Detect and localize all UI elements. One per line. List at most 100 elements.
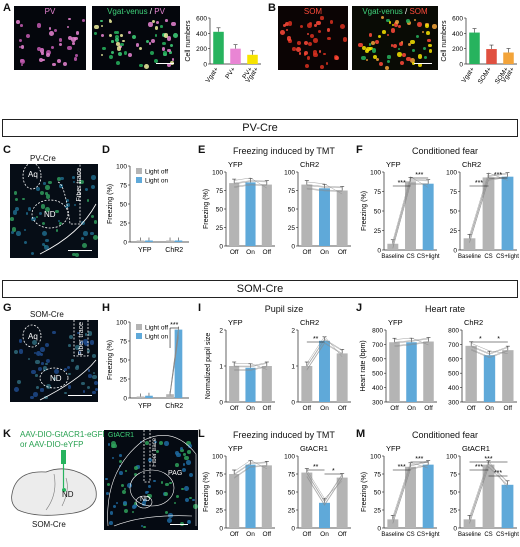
- cell-dot: [148, 41, 152, 45]
- bar: [501, 484, 514, 528]
- cell-dot: [53, 368, 59, 374]
- cell-dot: [169, 61, 174, 65]
- cell-dot: [140, 524, 144, 528]
- cell-dot: [418, 54, 423, 59]
- cell-dot: [39, 57, 44, 63]
- individual-trace: [234, 362, 267, 367]
- individual-trace: [306, 185, 343, 189]
- cell-dot: [286, 36, 291, 41]
- y-axis-label: Freezing (%): [361, 472, 368, 512]
- som-cre-mouse-label: SOM-Cre: [32, 520, 66, 529]
- individual-trace: [169, 328, 179, 393]
- cell-dot: [317, 29, 321, 34]
- cell-dot: [133, 465, 138, 471]
- cell-dot: [393, 22, 399, 28]
- bar: [245, 367, 256, 402]
- x-tick-label: Off: [467, 405, 476, 412]
- cell-dot: [116, 45, 122, 51]
- legend-swatch: [136, 168, 142, 174]
- panel-l-title: Freezing induced by TMT: [233, 430, 335, 440]
- cell-dot: [122, 39, 125, 42]
- y-tick-label: 700: [372, 342, 383, 349]
- y-tick-label: 0: [219, 244, 223, 251]
- cell-dot: [166, 518, 172, 523]
- cell-dot: [133, 501, 138, 506]
- cell-dot: [87, 199, 90, 202]
- cell-dot: [14, 206, 20, 212]
- y-tick-label: 25: [374, 228, 382, 235]
- bar: [261, 184, 272, 246]
- bar: [301, 472, 313, 528]
- cell-dot: [74, 365, 80, 371]
- y-tick-label: 0: [123, 240, 127, 247]
- cell-dot: [48, 180, 52, 185]
- bar: [174, 240, 183, 242]
- cell-dot: [398, 42, 403, 47]
- cell-dot: [41, 362, 44, 366]
- bar: [502, 350, 514, 402]
- cell-dot: [46, 49, 52, 55]
- cell-dot: [109, 511, 114, 515]
- y-tick-label: 600: [448, 356, 459, 363]
- x-tick-label: CS+light: [496, 532, 519, 538]
- individual-trace: [306, 476, 343, 506]
- y-tick-label: 50: [374, 209, 382, 216]
- cell-dot: [111, 40, 114, 43]
- x-tick-label: On: [246, 249, 255, 256]
- cell-dot: [14, 386, 20, 392]
- cell-dot: [421, 30, 425, 34]
- cell-dot: [186, 459, 191, 465]
- cell-dot: [123, 50, 128, 55]
- bar: [336, 477, 348, 528]
- cell-dot: [16, 231, 21, 236]
- cell-dot: [100, 54, 103, 57]
- cell-dot: [57, 58, 62, 64]
- cell-dot: [152, 479, 156, 483]
- cell-dot: [184, 498, 190, 503]
- y-axis-label: Freezing (%): [107, 184, 114, 224]
- y-tick-label: 100: [116, 164, 127, 171]
- cell-dot: [132, 505, 136, 509]
- cell-dot: [116, 31, 119, 34]
- cell-dot: [167, 63, 172, 68]
- x-tick-label: CS: [406, 254, 414, 260]
- significance-label: **: [313, 336, 319, 343]
- cell-dot: [35, 216, 38, 219]
- cell-dot: [146, 39, 150, 44]
- cell-dot: [41, 221, 46, 226]
- cell-dot: [306, 23, 312, 28]
- cell-dot: [187, 520, 192, 525]
- cell-dot: [176, 452, 182, 458]
- chart-i-yfp: YFP 0 1 2 Normalized pupil size Off On Off: [205, 318, 275, 412]
- individual-trace: [471, 346, 508, 355]
- cell-dot: [14, 349, 19, 354]
- cell-dot: [45, 192, 48, 195]
- bar: [245, 464, 256, 528]
- cell-dot: [133, 473, 137, 477]
- cell-dot: [12, 210, 18, 216]
- panel-f-title: Conditioned fear: [411, 146, 479, 156]
- significance-label: ***: [415, 456, 423, 463]
- bar: [319, 340, 330, 402]
- cell-dot: [39, 48, 45, 54]
- y-tick-label: 100: [370, 170, 381, 177]
- y-tick-label: 600: [452, 16, 463, 23]
- cell-dot: [21, 64, 24, 67]
- cell-dot: [413, 19, 416, 22]
- x-tick-label: Off: [390, 405, 399, 412]
- y-tick-label: 700: [448, 342, 459, 349]
- y-tick-label: 0: [219, 526, 223, 533]
- cell-dot: [184, 455, 190, 461]
- cell-dot: [75, 54, 79, 58]
- cell-dot: [65, 205, 68, 209]
- legend-label: Light on: [145, 334, 169, 341]
- nd-label: ND: [62, 490, 74, 499]
- cell-dot: [147, 457, 152, 463]
- chart-subtitle: GtACR1: [462, 444, 490, 453]
- cell-dot: [342, 37, 348, 42]
- aq-label: Aq: [28, 170, 38, 179]
- individual-trace: [306, 473, 343, 503]
- cell-dot: [170, 43, 174, 47]
- individual-trace: [306, 184, 343, 188]
- y-tick-label: 75: [450, 189, 458, 196]
